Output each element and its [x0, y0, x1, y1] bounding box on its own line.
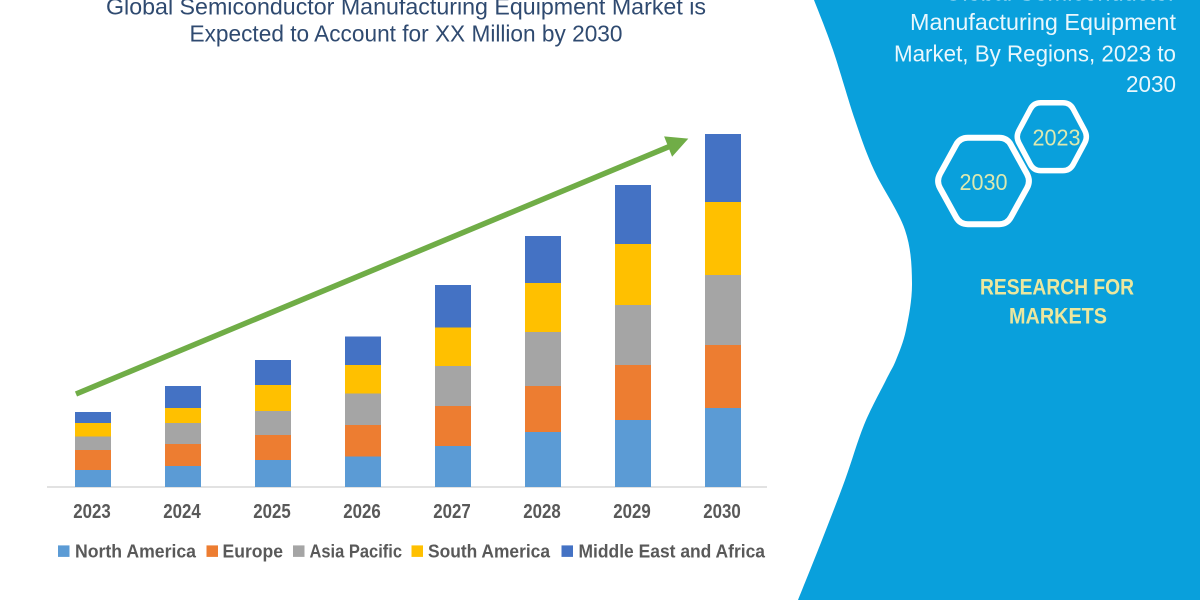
svg-text:Manufacturing Equipment: Manufacturing Equipment	[910, 9, 1177, 35]
svg-text:2023: 2023	[1033, 125, 1081, 151]
svg-text:2030: 2030	[703, 501, 741, 523]
svg-text:Global Semiconductor Manufactu: Global Semiconductor Manufacturing Equip…	[106, 0, 706, 20]
svg-text:MARKETS: MARKETS	[1009, 303, 1107, 328]
svg-text:2030: 2030	[960, 169, 1008, 195]
svg-text:2030: 2030	[1126, 71, 1176, 97]
svg-text:Europe: Europe	[223, 542, 284, 562]
svg-text:2025: 2025	[253, 501, 291, 523]
svg-text:2026: 2026	[343, 501, 381, 523]
svg-text:Asia Pacific: Asia Pacific	[310, 542, 403, 562]
svg-text:RESEARCH FOR: RESEARCH FOR	[980, 275, 1134, 300]
svg-text:2023: 2023	[73, 501, 111, 523]
svg-text:North America: North America	[75, 542, 197, 562]
svg-text:2029: 2029	[613, 501, 651, 523]
svg-text:South America: South America	[428, 542, 551, 562]
svg-text:Market, By Regions, 2023 to: Market, By Regions, 2023 to	[894, 41, 1176, 67]
svg-text:Middle East and Africa: Middle East and Africa	[579, 542, 766, 562]
svg-text:2027: 2027	[433, 501, 471, 523]
svg-text:Global Semiconductor: Global Semiconductor	[944, 0, 1176, 6]
svg-text:2028: 2028	[523, 501, 561, 523]
svg-text:2024: 2024	[163, 501, 201, 523]
svg-text:Expected to Account for XX Mil: Expected to Account for XX Million by 20…	[190, 21, 623, 47]
